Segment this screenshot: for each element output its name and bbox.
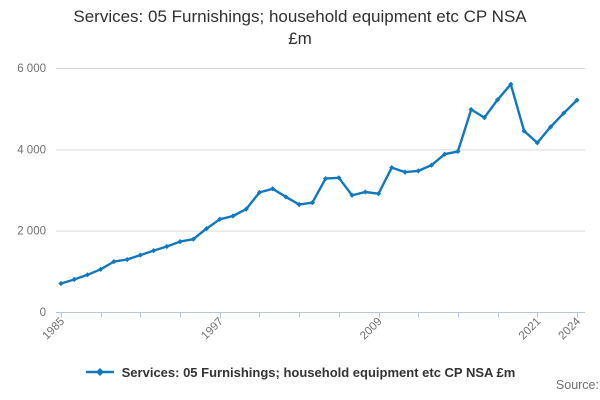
data-point-marker[interactable] — [455, 148, 461, 154]
data-point-marker[interactable] — [243, 206, 249, 212]
series-line[interactable] — [58, 81, 580, 287]
data-point-marker[interactable] — [217, 216, 223, 222]
y-tick-label: 6 000 — [17, 63, 46, 75]
chart-title-line2: £m — [288, 29, 312, 49]
chart-title: Services: 05 Furnishings; household equi… — [20, 6, 580, 51]
data-point-marker[interactable] — [468, 106, 474, 113]
data-point-marker[interactable] — [151, 247, 157, 254]
data-point-marker[interactable] — [428, 162, 435, 168]
data-point-marker[interactable] — [84, 272, 91, 278]
data-point-marker[interactable] — [58, 280, 64, 287]
data-point-marker[interactable] — [389, 165, 395, 171]
data-point-marker[interactable] — [349, 192, 355, 198]
x-tick-label: 1997 — [199, 316, 226, 343]
data-point-marker[interactable] — [111, 258, 117, 265]
data-point-marker[interactable] — [547, 124, 554, 130]
data-point-marker[interactable] — [336, 175, 342, 181]
source-note: Source: — [555, 378, 599, 392]
data-point-marker[interactable] — [481, 115, 487, 121]
data-point-marker[interactable] — [561, 110, 567, 116]
data-point-marker[interactable] — [203, 226, 210, 232]
data-point-marker[interactable] — [256, 189, 263, 196]
data-point-marker[interactable] — [164, 243, 170, 250]
gridlines — [56, 68, 585, 232]
data-point-marker[interactable] — [442, 151, 448, 157]
data-point-marker[interactable] — [309, 200, 315, 206]
data-point-marker[interactable] — [177, 239, 183, 245]
data-point-marker[interactable] — [375, 191, 382, 197]
data-point-marker[interactable] — [230, 213, 236, 219]
y-axis-labels: 0 2 000 4 000 6 000 — [17, 63, 46, 319]
data-point-marker[interactable] — [124, 256, 130, 263]
data-point-marker[interactable] — [71, 276, 77, 283]
y-tick-label: 2 000 — [17, 226, 46, 238]
legend-series-label[interactable]: Services: 05 Furnishings; household equi… — [121, 364, 516, 380]
data-point-marker[interactable] — [574, 97, 580, 103]
data-point-marker[interactable] — [296, 202, 302, 208]
x-tick-label: 2024 — [557, 315, 584, 342]
data-point-marker[interactable] — [98, 266, 104, 272]
data-point-marker[interactable] — [508, 81, 514, 87]
x-axis — [56, 312, 585, 318]
data-point-marker[interactable] — [283, 194, 289, 200]
data-point-marker[interactable] — [270, 186, 276, 192]
x-tick-label: 1985 — [41, 316, 68, 343]
x-tick-label: 2021 — [517, 316, 544, 343]
y-tick-label: 4 000 — [17, 144, 46, 156]
data-point-marker[interactable] — [190, 236, 196, 242]
data-point-marker[interactable] — [137, 252, 143, 258]
chart-title-line1: Services: 05 Furnishings; household equi… — [73, 7, 527, 26]
data-point-marker[interactable] — [362, 189, 368, 195]
legend: Services: 05 Furnishings; household equi… — [0, 362, 600, 382]
x-axis-labels: 1985 1997 2009 2021 2024 — [41, 315, 584, 342]
legend-series-symbol[interactable] — [85, 366, 115, 378]
data-point-marker[interactable] — [415, 168, 421, 174]
data-point-marker[interactable] — [402, 169, 408, 175]
x-tick-label: 2009 — [358, 316, 385, 343]
data-point-marker[interactable] — [323, 176, 329, 182]
y-tick-label: 0 — [40, 307, 46, 319]
data-point-marker[interactable] — [534, 140, 540, 146]
data-point-marker[interactable] — [495, 97, 501, 103]
data-point-marker[interactable] — [521, 128, 527, 134]
